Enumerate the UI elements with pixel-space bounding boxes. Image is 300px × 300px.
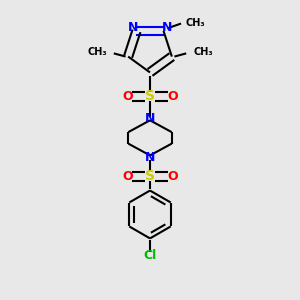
Text: N: N bbox=[161, 21, 172, 34]
Text: Cl: Cl bbox=[143, 249, 157, 262]
Text: S: S bbox=[145, 89, 155, 103]
Text: S: S bbox=[145, 169, 155, 183]
Text: O: O bbox=[122, 170, 133, 183]
Text: N: N bbox=[145, 151, 155, 164]
Text: N: N bbox=[145, 112, 155, 125]
Text: CH₃: CH₃ bbox=[185, 18, 205, 28]
Text: CH₃: CH₃ bbox=[87, 47, 107, 57]
Text: O: O bbox=[167, 170, 178, 183]
Text: CH₃: CH₃ bbox=[193, 47, 213, 57]
Text: O: O bbox=[122, 90, 133, 103]
Text: O: O bbox=[167, 90, 178, 103]
Text: N: N bbox=[128, 21, 139, 34]
